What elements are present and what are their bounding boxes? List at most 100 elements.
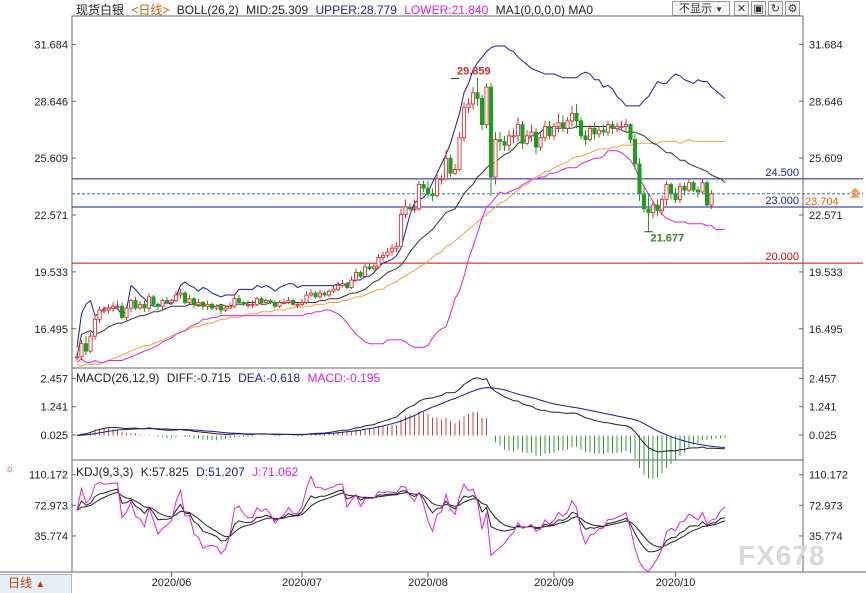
horizontal-line-label: 20.000: [765, 251, 799, 263]
candle-body: [200, 302, 206, 307]
candle-body: [389, 247, 395, 253]
candle-body: [443, 157, 449, 180]
candle-body: [250, 303, 255, 306]
candle-body: [605, 124, 611, 133]
candle-body: [254, 298, 260, 305]
candle-body: [677, 185, 683, 200]
candle-body: [106, 307, 111, 311]
candle-body: [434, 178, 440, 197]
kdj-legend: KDJ(9,3,3) K:57.825 D:51.207 J:71.062: [76, 465, 302, 479]
main-tick-label-right: 16.495: [809, 324, 843, 336]
candle-body: [551, 126, 557, 137]
candle-body: [74, 356, 80, 359]
period-selector-label: 日线: [8, 576, 33, 590]
candle-body: [686, 182, 692, 191]
candle-body: [610, 124, 615, 129]
kdj-tick-label-left: 110.172: [29, 470, 68, 482]
candle-body: [173, 294, 179, 302]
candle-body: [520, 124, 525, 144]
triangle-up-icon: ▲: [35, 579, 46, 590]
macd-dea-value: DEA:-0.618: [238, 371, 301, 385]
candle-body: [578, 120, 584, 137]
macd-tick-label-right: 1.241: [809, 402, 837, 414]
candle-body: [412, 208, 417, 211]
candle-body: [340, 283, 345, 287]
kdj-d-line: [76, 491, 726, 548]
candle-body: [691, 182, 696, 191]
kdj-title[interactable]: KDJ(9,3,3): [76, 465, 134, 479]
main-tick-label-right: 25.609: [809, 153, 843, 165]
candle-body: [709, 193, 714, 206]
macd-diff-value: DIFF:-0.715: [166, 371, 231, 385]
candle-body: [268, 300, 273, 303]
candle-body: [313, 292, 318, 298]
candle-body: [646, 208, 651, 214]
kdj-settings-icon[interactable]: ☼: [5, 463, 16, 475]
candle-body: [308, 292, 314, 296]
horizontal-line-label: 23.000: [765, 195, 799, 207]
chevron-down-icon: ▼: [715, 5, 723, 14]
candle-body: [362, 266, 368, 277]
candle-body: [515, 124, 521, 137]
candle-body: [133, 300, 138, 309]
candle-body: [659, 199, 665, 212]
candle-body: [290, 300, 296, 305]
candle-body: [650, 204, 656, 214]
ma-orange-line: [76, 139, 725, 367]
candle-body: [569, 112, 575, 122]
candle-body: [583, 135, 588, 141]
candle-body: [484, 86, 489, 126]
candle-body: [601, 129, 606, 133]
candle-body: [398, 214, 404, 247]
period-selector[interactable]: 日线 ▲: [0, 574, 72, 593]
candle-body: [641, 193, 647, 210]
candle-body: [371, 266, 377, 270]
hide-dropdown-label: 不显示: [679, 3, 712, 15]
candle-body: [331, 288, 336, 292]
candle-body: [511, 135, 516, 138]
candle-body: [259, 298, 264, 303]
refresh-icon[interactable]: ↻: [768, 1, 783, 16]
candle-body: [416, 184, 422, 210]
x-tick-label: 2020/09: [534, 577, 574, 589]
candle-body: [142, 303, 147, 309]
candle-body: [304, 294, 309, 303]
period-label[interactable]: <日线>: [131, 3, 170, 17]
candle-body: [110, 305, 116, 309]
candle-body: [623, 124, 629, 127]
candle-body: [218, 305, 224, 311]
settings-icon[interactable]: ⚙: [785, 1, 800, 16]
candle-body: [137, 303, 143, 309]
candle-body: [556, 122, 561, 127]
macd-macd-value: MACD:-0.195: [307, 371, 381, 385]
candle-body: [79, 343, 84, 358]
candle-body: [502, 140, 507, 146]
candle-body: [88, 335, 93, 352]
ma-legend[interactable]: MA1(0,0,0,0) MA0: [495, 3, 594, 17]
candle-body: [475, 92, 480, 99]
price-arrow-icon: [850, 187, 860, 198]
candle-body: [488, 86, 494, 178]
candle-body: [128, 300, 134, 309]
candle-body: [448, 157, 453, 174]
x-tick-label: 2020/06: [152, 577, 192, 589]
candle-body: [632, 139, 638, 165]
candle-body: [277, 302, 282, 307]
main-tick-label-left: 28.646: [34, 96, 68, 108]
candle-body: [695, 189, 701, 193]
candle-body: [461, 107, 467, 139]
candle-body: [241, 302, 246, 305]
main-legend: 现货白银 <日线> BOLL(26,2) MID:25.309 UPPER:28…: [76, 3, 597, 17]
candle-body: [655, 204, 660, 212]
hide-dropdown[interactable]: 不显示 ▼: [672, 1, 730, 16]
boll-legend[interactable]: BOLL(26,2): [176, 3, 239, 17]
macd-title[interactable]: MACD(26,12,9): [76, 371, 160, 385]
candle-body: [394, 245, 399, 249]
candle-body: [529, 131, 534, 137]
candle-body: [115, 305, 120, 308]
candle-body: [628, 124, 633, 141]
candle-body: [592, 127, 597, 135]
horizontal-line-label: 24.500: [765, 167, 799, 179]
